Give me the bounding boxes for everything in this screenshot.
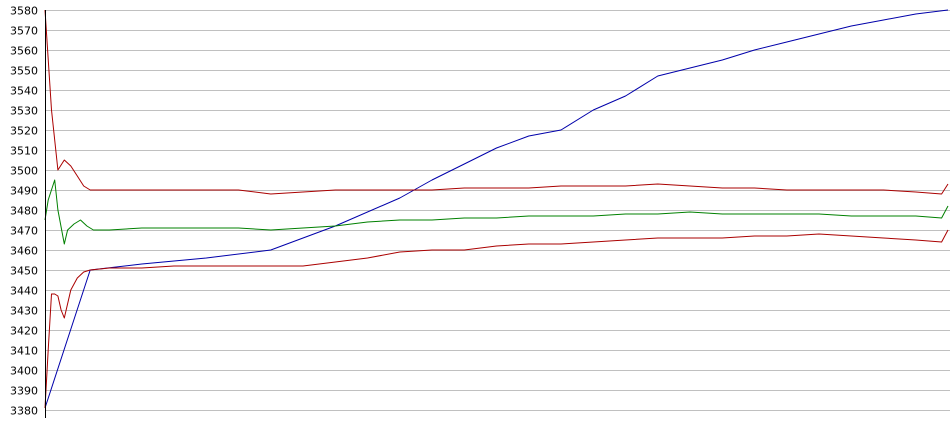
y-tick-label-19: 3570 (10, 25, 38, 38)
y-tick-label-7: 3450 (10, 265, 38, 278)
y-tick-label-13: 3510 (10, 145, 38, 158)
y-axis-tick-labels: 3380 3390 3400 3410 3420 3430 3440 3450 3460 3470… (10, 5, 38, 418)
y-tick-label-14: 3520 (10, 125, 38, 138)
y-tick-label-12: 3500 (10, 165, 38, 178)
y-tick-label-18: 3560 (10, 45, 38, 58)
y-tick-label-16: 3540 (10, 85, 38, 98)
series-line-1 (44, 9, 949, 409)
y-tick-label-15: 3530 (10, 105, 38, 118)
y-tick-label-5: 3430 (10, 305, 38, 318)
y-tick-label-2: 3400 (10, 365, 38, 378)
y-tick-label-11: 3490 (10, 185, 38, 198)
data-series (44, 9, 949, 409)
y-tick-label-1: 3390 (10, 385, 38, 398)
y-tick-label-0: 3380 (10, 405, 38, 418)
y-tick-label-17: 3550 (10, 65, 38, 78)
y-tick-label-6: 3440 (10, 285, 38, 298)
y-tick-label-4: 3420 (10, 325, 38, 338)
gridlines (45, 10, 950, 411)
y-tick-label-3: 3410 (10, 345, 38, 358)
y-tick-label-20: 3580 (10, 5, 38, 18)
series-line-4 (44, 229, 949, 409)
y-tick-label-9: 3470 (10, 225, 38, 238)
y-tick-label-10: 3480 (10, 205, 38, 218)
series-line-2 (44, 9, 949, 195)
y-tick-label-8: 3460 (10, 245, 38, 258)
series-line-3 (44, 179, 949, 245)
